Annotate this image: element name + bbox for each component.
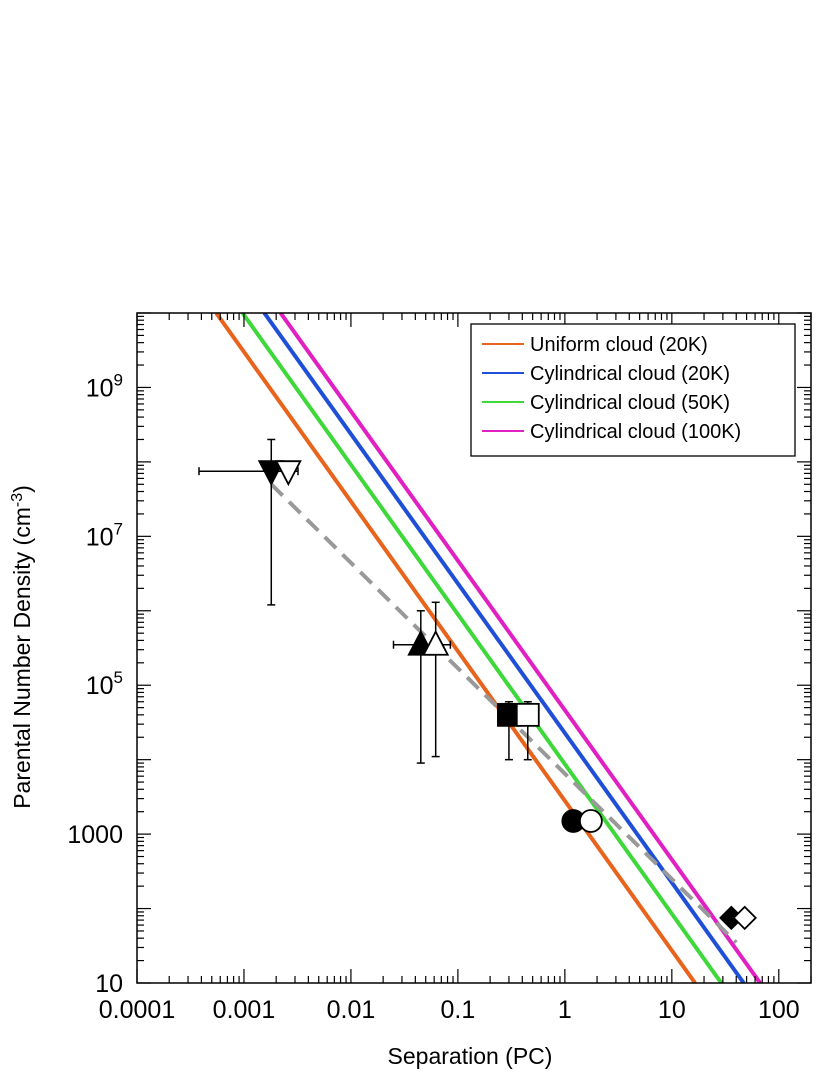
legend-label-1: Cylindrical cloud (20K): [530, 363, 730, 385]
x-axis-title: Separation (PC): [388, 1043, 553, 1069]
legend-label-3: Cylindrical cloud (100K): [530, 421, 741, 443]
y-axis-title: Parental Number Density (cm-3): [9, 485, 35, 809]
y-tick-exp-4: 9: [114, 370, 123, 389]
triangle-up-marker-3: [422, 629, 450, 656]
x-tick-label-2: 0.01: [327, 996, 376, 1024]
y-tick-exp-2: 5: [114, 668, 123, 687]
square-marker-5: [515, 702, 540, 727]
legend: Uniform cloud (20K) Cylindrical cloud (20…: [470, 323, 796, 457]
y-tick-label-4: 109: [86, 370, 123, 402]
y-tick-base-4: 10: [86, 374, 114, 402]
y-tick-label-1: 1000: [67, 821, 123, 849]
point-1: [274, 460, 302, 487]
triangle-down-marker-1: [274, 460, 302, 487]
y-tick-label-2: 105: [86, 668, 123, 700]
y-axis-title-sup: -3: [9, 493, 26, 507]
circle-marker-7: [578, 809, 603, 833]
x-tick-label-1: 0.001: [213, 996, 276, 1024]
x-tick-label-3: 0.1: [441, 996, 476, 1024]
x-tick-label-6: 100: [758, 996, 800, 1024]
point-7: [578, 809, 603, 833]
x-tick-label-5: 10: [658, 996, 686, 1024]
y-tick-label-3: 107: [86, 519, 123, 551]
data-points: [198, 438, 757, 931]
y-axis-title-main: Parental Number Density (cm: [9, 507, 35, 809]
point-5: [515, 700, 540, 761]
x-tick-label-4: 1: [558, 996, 572, 1024]
point-3: [422, 601, 450, 758]
y-tick-base-2: 10: [86, 672, 114, 700]
y-tick-base-3: 10: [86, 523, 114, 551]
diamond-marker-9: [732, 905, 757, 931]
plot-frame: [136, 312, 812, 984]
legend-box: [470, 323, 796, 457]
triangle-down-marker-0: [257, 460, 285, 487]
y-axis-title-end: ): [9, 485, 35, 493]
model-line-0: [214, 313, 697, 983]
legend-label-0: Uniform cloud (20K): [530, 334, 708, 356]
x-tick-label-0: 0.0001: [99, 996, 175, 1024]
model-line-2: [240, 313, 723, 983]
y-tick-label-0: 10: [95, 970, 123, 998]
point-2: [392, 610, 452, 764]
legend-label-2: Cylindrical cloud (50K): [530, 392, 730, 414]
point-9: [732, 905, 757, 931]
y-tick-exp-3: 7: [114, 519, 123, 538]
model-line-3: [278, 313, 762, 983]
